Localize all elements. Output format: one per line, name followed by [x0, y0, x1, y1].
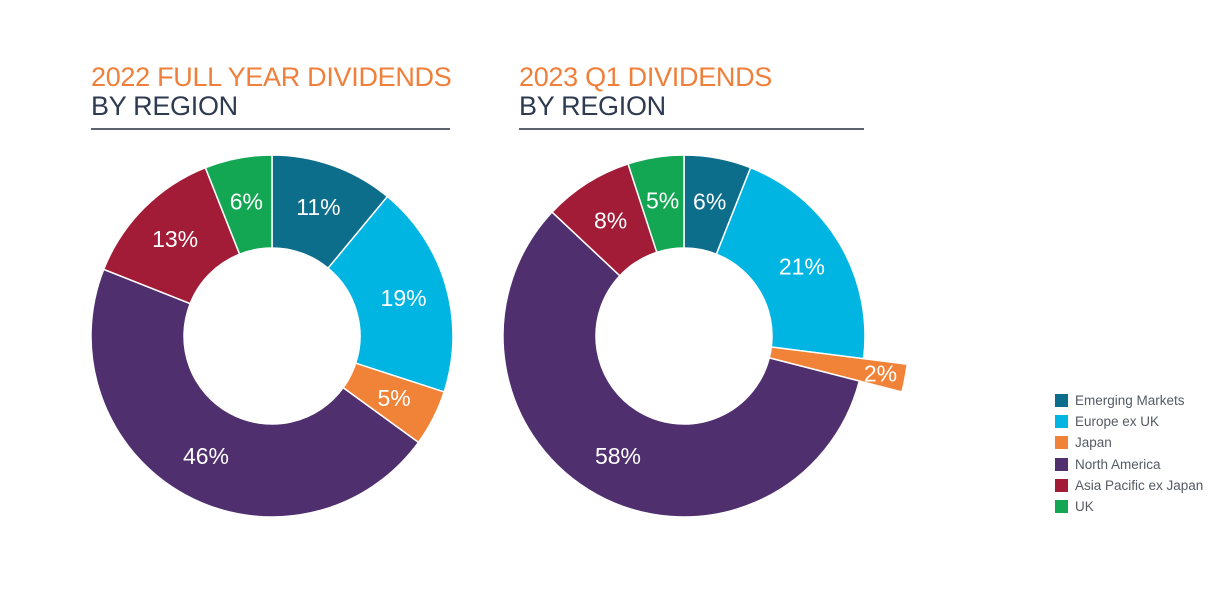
legend-swatch-europe-ex-uk: [1055, 415, 1068, 429]
chart-1-title-rule: [91, 128, 450, 130]
chart-2-title-line1: 2023 Q1 DIVIDENDS: [519, 62, 773, 92]
chart-2-label-emerging-markets: 6%: [693, 188, 726, 214]
chart-2-label-north-america: 58%: [595, 443, 641, 469]
donut-chart-2023-q1: 6% 21% 2% 58% 8% 5%: [502, 154, 909, 518]
legend-item-emerging-markets: Emerging Markets: [1055, 390, 1203, 411]
legend-item-europe-ex-uk: Europe ex UK: [1055, 411, 1203, 432]
chart-2-title: 2023 Q1 DIVIDENDS BY REGION: [519, 63, 772, 121]
legend-item-uk: UK: [1055, 496, 1203, 517]
chart-1-slice-europe-ex-uk: [327, 195, 454, 393]
chart-1-label-uk: 6%: [230, 188, 263, 214]
legend-swatch-emerging-markets: [1055, 394, 1068, 408]
legend-swatch-japan: [1055, 436, 1068, 450]
chart-1-slice-north-america: [90, 268, 420, 518]
chart-1-title-line2: BY REGION: [91, 91, 238, 121]
legend-label-europe-ex-uk: Europe ex UK: [1075, 414, 1160, 430]
chart-2-title-rule: [519, 128, 864, 130]
chart-1-label-europe-ex-uk: 19%: [381, 285, 427, 311]
chart-1-label-north-america: 46%: [183, 443, 229, 469]
legend-swatch-asia-pacific-ex-japan: [1055, 478, 1068, 492]
chart-2-slice-europe-ex-uk: [715, 166, 866, 360]
legend-label-japan: Japan: [1075, 435, 1112, 451]
chart-1-label-emerging-markets: 11%: [296, 194, 340, 220]
chart-2-slice-north-america: [502, 211, 861, 518]
legend-label-asia-pacific-ex-japan: Asia Pacific ex Japan: [1075, 477, 1204, 493]
legend-label-uk: UK: [1075, 499, 1094, 515]
chart-legend: Emerging Markets Europe ex UK Japan North A…: [1055, 390, 1203, 517]
chart-2-label-asia-pacific-ex-japan: 8%: [594, 207, 627, 233]
legend-swatch-north-america: [1055, 457, 1068, 471]
legend-swatch-uk: [1055, 500, 1068, 514]
chart-2-label-uk: 5%: [646, 188, 679, 214]
legend-label-north-america: North America: [1075, 456, 1161, 472]
chart-2-label-europe-ex-uk: 21%: [779, 253, 825, 279]
chart-1-title-line1: 2022 FULL YEAR DIVIDENDS: [91, 62, 452, 92]
chart-2-slice-uk: [627, 154, 685, 254]
chart-1-label-asia-pacific-ex-japan: 13%: [152, 226, 198, 252]
legend-item-north-america: North America: [1055, 454, 1203, 475]
legend-label-emerging-markets: Emerging Markets: [1075, 393, 1185, 409]
chart-1-title: 2022 FULL YEAR DIVIDENDS BY REGION: [91, 62, 452, 121]
chart-2-title-line2: BY REGION: [519, 91, 666, 121]
chart-2-label-japan: 2%: [864, 360, 897, 386]
chart-1-slice-uk: [204, 154, 273, 256]
chart-1-label-japan: 5%: [377, 385, 410, 411]
legend-item-japan: Japan: [1055, 432, 1203, 453]
legend-item-asia-pacific-ex-japan: Asia Pacific ex Japan: [1055, 475, 1203, 496]
donut-chart-2022: 11% 19% 5% 46% 13% 6%: [90, 154, 454, 518]
